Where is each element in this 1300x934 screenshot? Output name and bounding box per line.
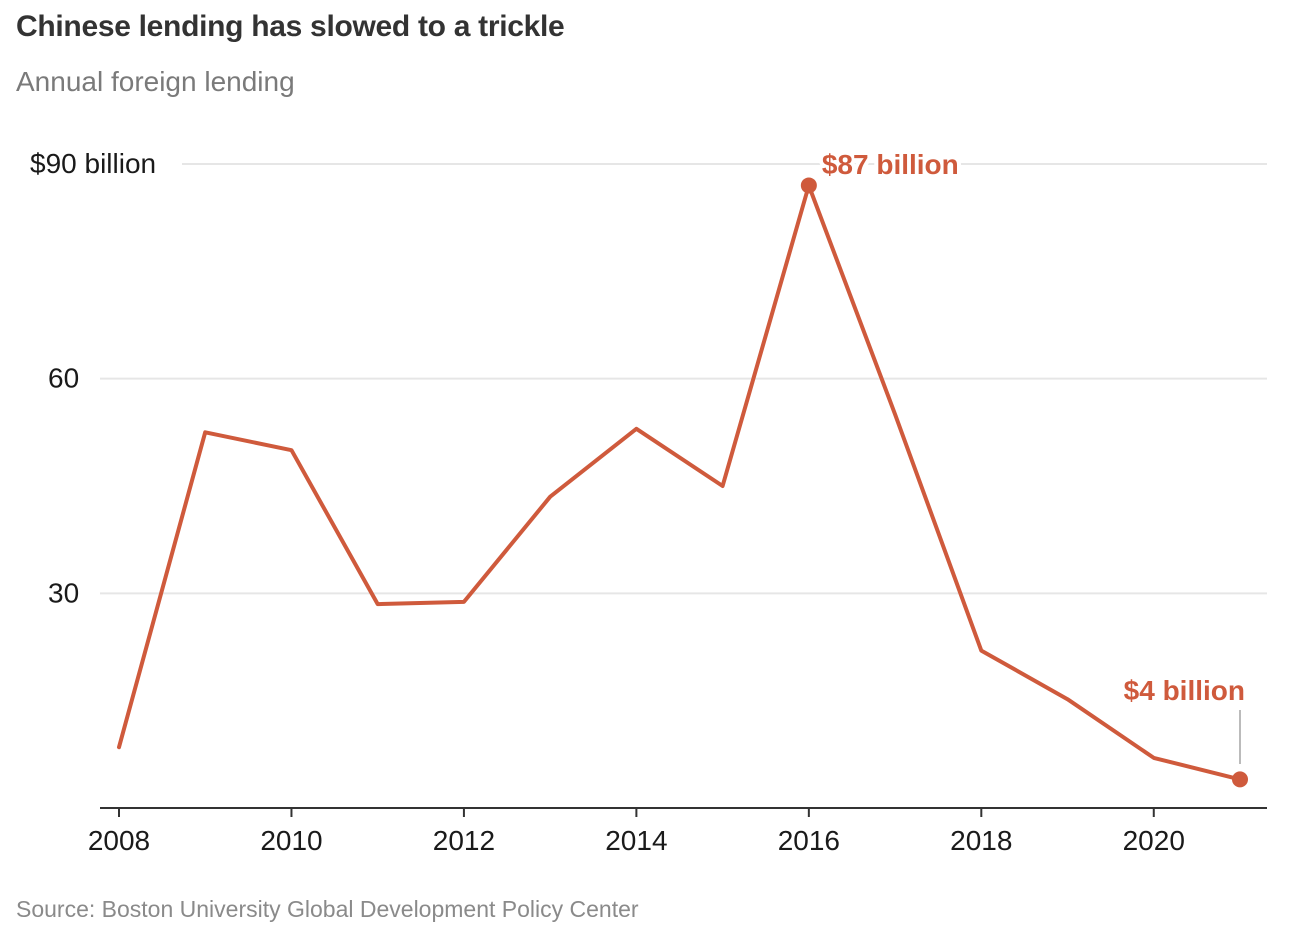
data-point	[548, 495, 552, 499]
peak-marker	[800, 177, 817, 194]
data-point	[721, 484, 725, 488]
x-tick-label: 2020	[1123, 825, 1185, 856]
x-tick-label: 2018	[950, 825, 1012, 856]
data-point	[289, 448, 293, 452]
source-note: Source: Boston University Global Develop…	[16, 896, 639, 922]
y-tick-label: 60	[48, 363, 79, 394]
data-point	[634, 427, 638, 431]
series-line	[117, 183, 1242, 782]
x-tick-label: 2016	[778, 825, 840, 856]
x-tick-label: 2014	[605, 825, 667, 856]
chart-subtitle: Annual foreign lending	[16, 66, 295, 97]
data-point	[1066, 697, 1070, 701]
data-point	[462, 600, 466, 604]
data-point	[979, 649, 983, 653]
end-annotation: $4 billion	[1124, 675, 1245, 706]
y-tick-label: $90 billion	[30, 148, 156, 179]
peak-annotation: $87 billion	[822, 149, 959, 180]
chart-title: Chinese lending has slowed to a trickle	[16, 10, 565, 43]
data-point	[203, 430, 207, 434]
x-tick-label: 2010	[260, 825, 322, 856]
data-point	[1152, 756, 1156, 760]
end-marker	[1232, 771, 1248, 788]
y-tick-label: 30	[48, 577, 79, 608]
x-tick-label: 2008	[88, 825, 150, 856]
data-point	[893, 412, 897, 416]
x-tick-label: 2012	[433, 825, 495, 856]
data-point	[376, 602, 380, 606]
data-point	[117, 745, 121, 749]
